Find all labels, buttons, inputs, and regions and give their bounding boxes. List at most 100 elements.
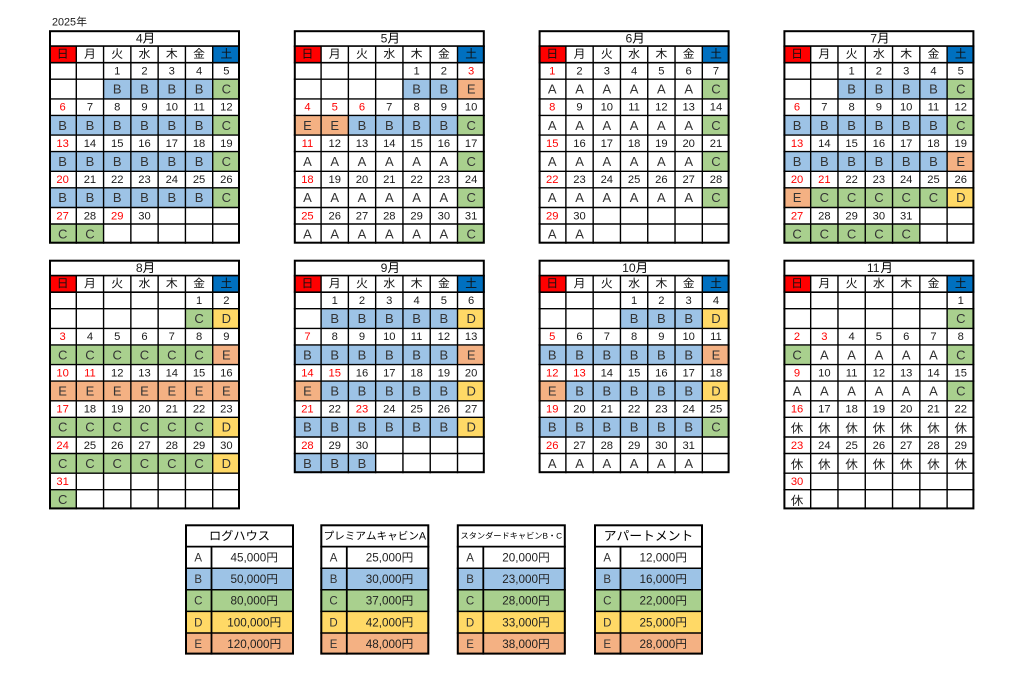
svg-text:A: A (657, 456, 666, 471)
svg-text:A: A (412, 226, 421, 241)
svg-text:E: E (113, 384, 122, 399)
svg-text:C: C (194, 347, 203, 362)
svg-text:25,000: 25,000 (366, 552, 402, 565)
svg-text:10: 10 (465, 102, 477, 114)
svg-text:C: C (329, 596, 337, 608)
svg-text:13: 13 (682, 102, 694, 114)
svg-text:37,000: 37,000 (366, 595, 402, 608)
svg-text:D: D (222, 456, 231, 471)
svg-text:E: E (303, 118, 312, 133)
svg-text:29: 29 (628, 440, 640, 452)
svg-text:38,000: 38,000 (502, 638, 538, 651)
svg-text:27: 27 (56, 210, 68, 222)
svg-text:14: 14 (301, 367, 313, 379)
svg-text:B: B (440, 311, 449, 326)
svg-text:E: E (712, 347, 721, 362)
svg-text:17: 17 (166, 138, 178, 150)
svg-text:A: A (575, 118, 584, 133)
svg-text:A: A (875, 384, 884, 399)
svg-text:A: A (575, 226, 584, 241)
svg-text:11: 11 (710, 331, 722, 343)
svg-text:C: C (194, 420, 203, 435)
svg-text:C: C (222, 82, 231, 97)
svg-text:A: A (902, 384, 911, 399)
svg-text:B: B (303, 347, 312, 362)
svg-text:B: B (195, 82, 204, 97)
svg-text:20: 20 (56, 174, 68, 186)
svg-text:22: 22 (955, 404, 967, 416)
svg-text:23: 23 (438, 174, 450, 186)
svg-text:A: A (548, 226, 557, 241)
svg-text:A: A (630, 82, 639, 97)
svg-text:7: 7 (930, 331, 936, 343)
svg-text:11: 11 (84, 367, 96, 379)
svg-text:A: A (847, 384, 856, 399)
svg-text:B: B (657, 311, 666, 326)
svg-text:B: B (466, 574, 474, 586)
svg-text:C: C (466, 226, 475, 241)
svg-text:2: 2 (876, 66, 882, 78)
svg-text:30: 30 (138, 210, 150, 222)
svg-text:D: D (603, 617, 611, 629)
svg-text:1: 1 (549, 66, 555, 78)
svg-text:28,000: 28,000 (502, 595, 538, 608)
svg-text:A: A (358, 190, 367, 205)
svg-text:E: E (140, 384, 149, 399)
svg-text:29: 29 (329, 440, 341, 452)
svg-text:13: 13 (900, 367, 912, 379)
svg-text:16: 16 (220, 367, 232, 379)
svg-text:17: 17 (56, 404, 68, 416)
svg-text:B: B (358, 347, 367, 362)
svg-text:A: A (385, 190, 394, 205)
svg-text:15: 15 (111, 138, 123, 150)
svg-text:27: 27 (573, 440, 585, 452)
svg-text:14: 14 (710, 102, 722, 114)
svg-text:28: 28 (818, 210, 830, 222)
svg-text:30: 30 (438, 210, 450, 222)
svg-text:A: A (684, 82, 693, 97)
svg-text:B: B (330, 384, 339, 399)
svg-text:3: 3 (468, 66, 474, 78)
svg-text:20: 20 (356, 174, 368, 186)
svg-text:7: 7 (386, 102, 392, 114)
svg-text:24: 24 (383, 404, 395, 416)
svg-text:30,000: 30,000 (366, 573, 402, 586)
svg-text:11: 11 (846, 367, 858, 379)
svg-text:22: 22 (329, 404, 341, 416)
svg-text:B: B (167, 118, 176, 133)
svg-text:C: C (222, 190, 231, 205)
svg-text:12,000: 12,000 (640, 552, 676, 565)
svg-text:B: B (684, 347, 693, 362)
svg-text:8: 8 (136, 261, 143, 275)
svg-text:23,000: 23,000 (502, 573, 538, 586)
svg-text:19: 19 (111, 404, 123, 416)
svg-text:B: B (875, 82, 884, 97)
svg-text:B: B (86, 154, 95, 169)
svg-text:22: 22 (410, 174, 422, 186)
svg-text:24: 24 (818, 440, 830, 452)
svg-text:B: B (195, 154, 204, 169)
svg-text:B: B (58, 118, 67, 133)
svg-text:80,000: 80,000 (231, 595, 267, 608)
svg-text:10: 10 (601, 102, 613, 114)
svg-text:23: 23 (873, 174, 885, 186)
svg-text:28: 28 (383, 210, 395, 222)
svg-text:25: 25 (710, 404, 722, 416)
svg-text:17: 17 (682, 367, 694, 379)
svg-text:E: E (467, 82, 476, 97)
svg-text:E: E (222, 347, 231, 362)
svg-text:21: 21 (927, 404, 939, 416)
svg-text:22: 22 (628, 404, 640, 416)
svg-text:C: C (956, 311, 965, 326)
svg-text:2: 2 (576, 66, 582, 78)
svg-text:22: 22 (111, 174, 123, 186)
svg-text:B: B (58, 154, 67, 169)
svg-text:C: C (167, 420, 176, 435)
svg-text:42,000: 42,000 (366, 616, 402, 629)
svg-text:3: 3 (821, 331, 827, 343)
svg-text:A: A (412, 190, 421, 205)
svg-text:31: 31 (56, 476, 68, 488)
svg-text:1: 1 (196, 295, 202, 307)
svg-text:19: 19 (873, 404, 885, 416)
svg-text:12: 12 (955, 102, 967, 114)
